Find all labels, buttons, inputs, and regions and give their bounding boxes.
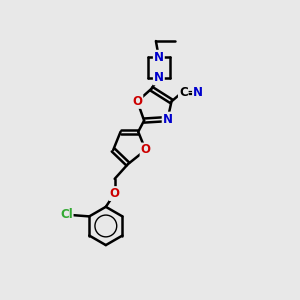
Text: N: N xyxy=(193,86,203,99)
Text: O: O xyxy=(141,143,151,157)
Text: C: C xyxy=(179,86,188,99)
Text: N: N xyxy=(154,51,164,64)
Text: Cl: Cl xyxy=(60,208,73,221)
Text: O: O xyxy=(132,95,142,108)
Text: N: N xyxy=(163,112,173,126)
Text: N: N xyxy=(154,71,164,84)
Text: O: O xyxy=(110,187,120,200)
